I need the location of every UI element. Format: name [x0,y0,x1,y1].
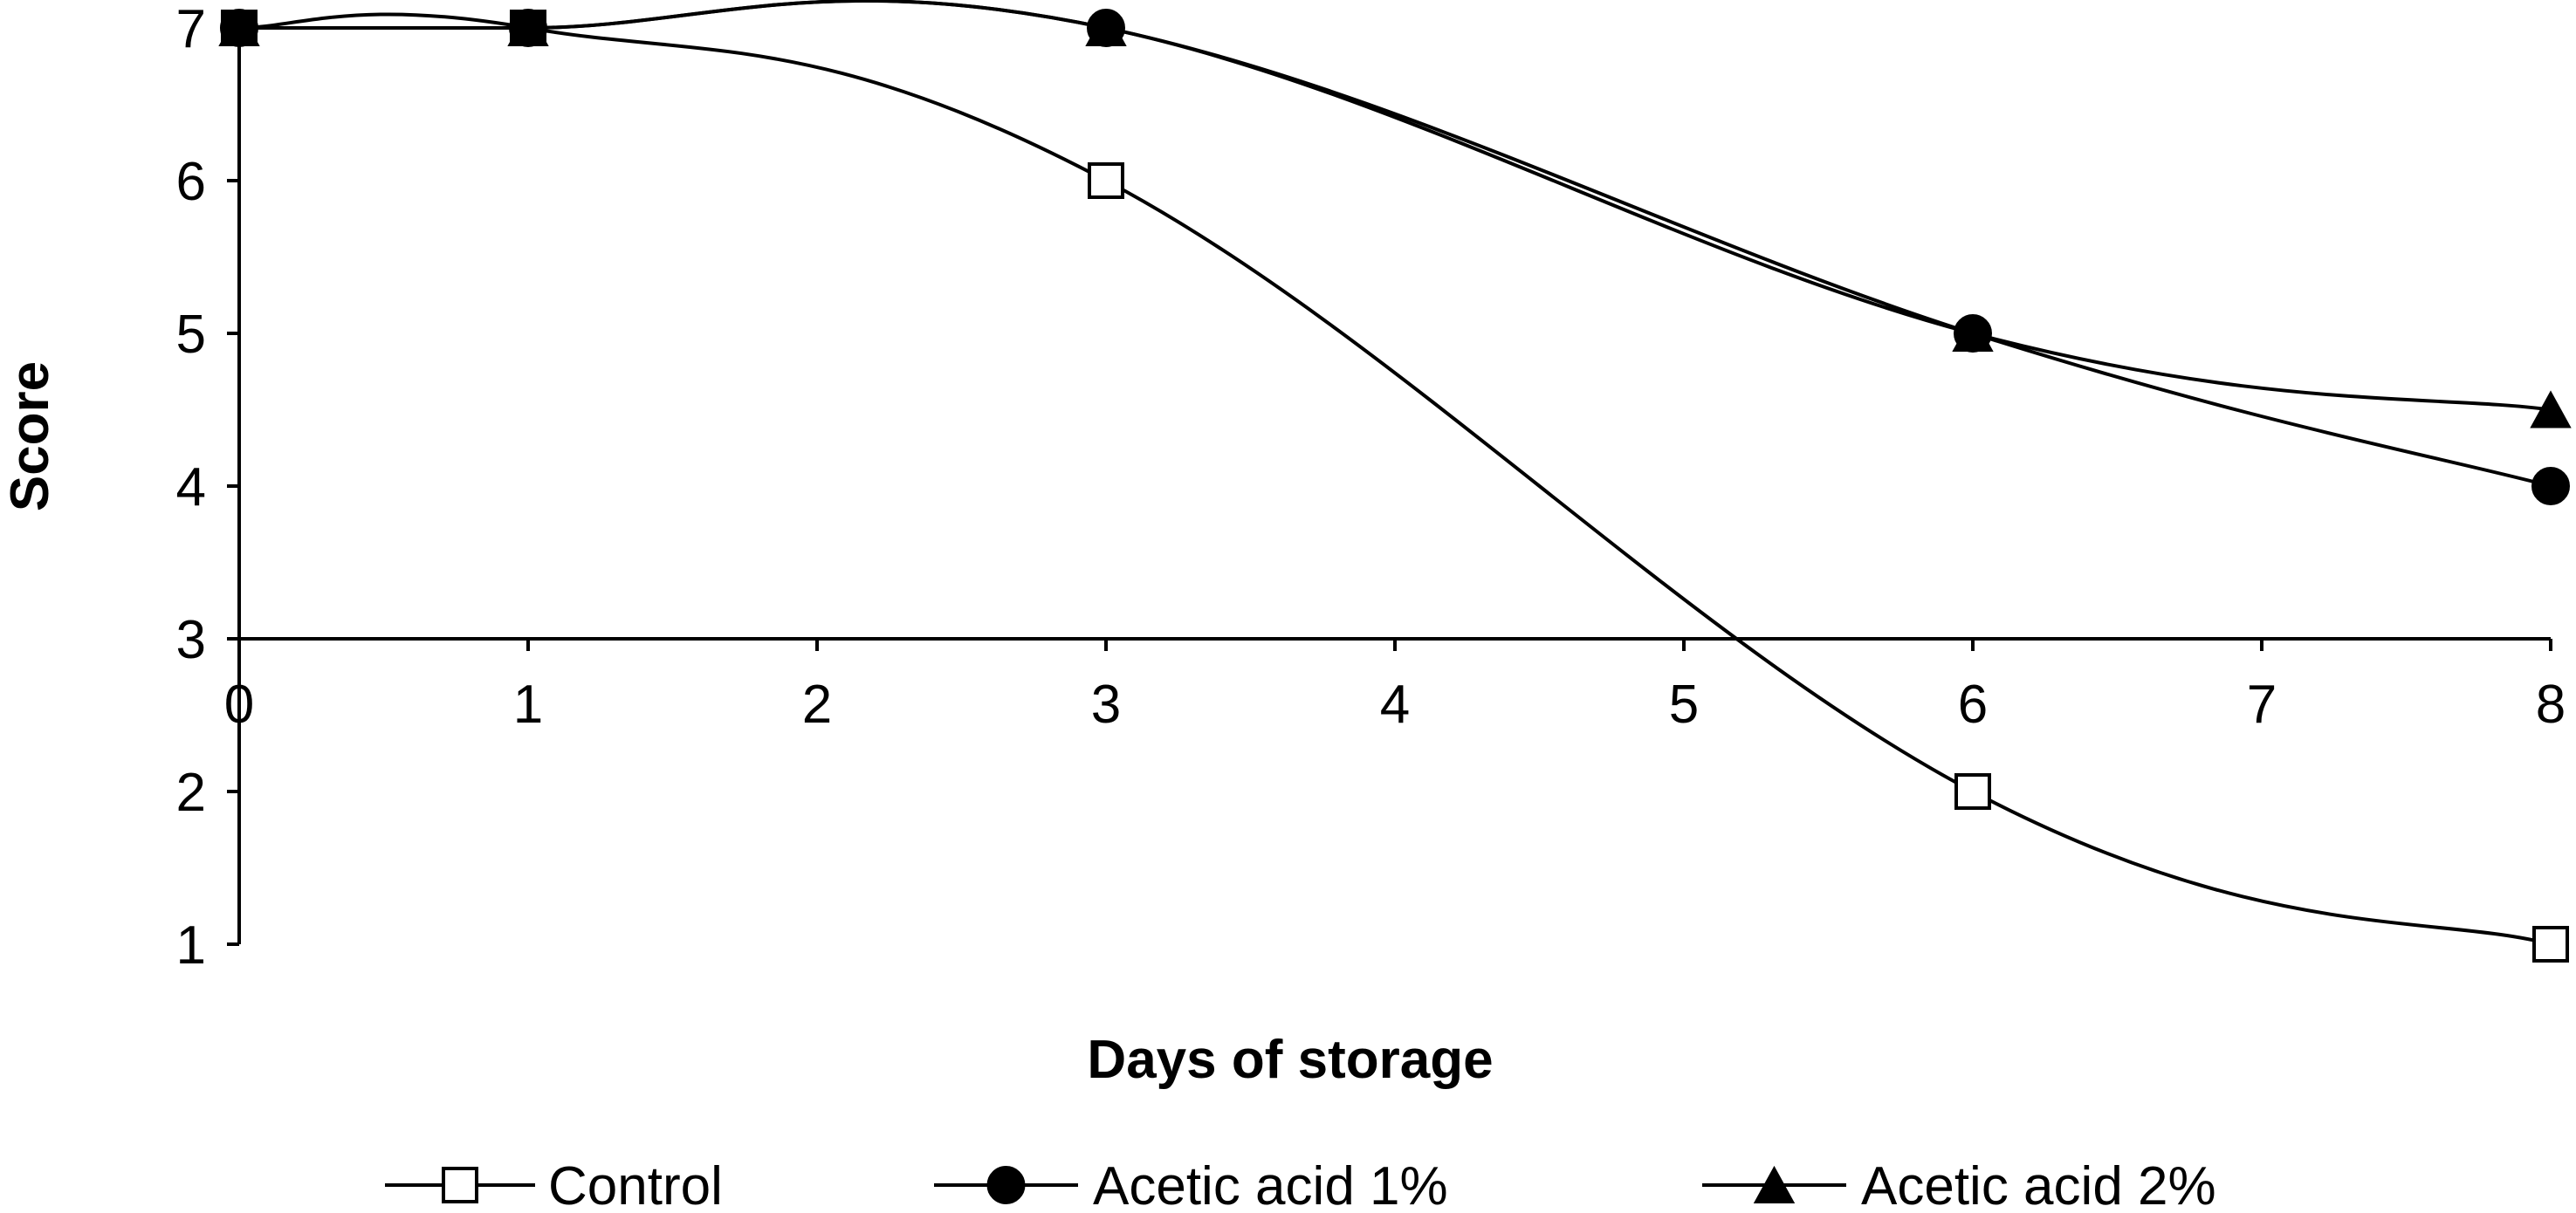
data-point-acetic-acid-1 [1954,314,1992,353]
series-line-control [238,12,2552,946]
y-tick-label: 2 [176,763,206,823]
series-line-acetic-acid-2 [238,0,2552,412]
axes-layer: 1 2 3 4 5 6 7 0 1 2 3 4 5 6 7 8 [176,0,2566,976]
data-point-control [2532,926,2569,963]
legend-marker [442,1167,478,1203]
data-point-overlap [221,10,258,46]
legend-item-acetic-acid-1: Acetic acid 1% [934,1156,1448,1213]
x-tick-label: 6 [1958,675,1988,735]
legend-item-acetic-acid-2: Acetic acid 2% [1702,1156,2216,1213]
x-tick-label: 5 [1669,675,1699,735]
y-axis-title: Score [0,361,60,511]
series-layer [238,0,2552,946]
x-tick-label: 0 [224,675,254,735]
legend-marker [986,1166,1026,1204]
legend-label: Control [548,1156,723,1213]
x-tick-label: 7 [2247,675,2277,735]
data-point-overlap [510,10,546,46]
legend-marker [1753,1165,1796,1203]
legend: Control Acetic acid 1% Acetic acid 2% [385,1156,2216,1213]
y-tick-label: 4 [176,457,206,517]
x-axis-title: Days of storage [1087,1030,1493,1090]
legend-label: Acetic acid 1% [1093,1156,1448,1213]
legend-item-control: Control [385,1156,723,1213]
data-point-acetic-acid-2 [2530,390,2572,428]
x-tick-label: 3 [1091,675,1121,735]
x-tick-label: 4 [1380,675,1410,735]
data-point-acetic-acid-1 [2531,467,2570,505]
x-tick-label: 8 [2536,675,2566,735]
x-tick-label: 2 [802,675,832,735]
data-point-acetic-acid-1 [1087,9,1125,47]
y-tick-label: 5 [176,305,206,365]
marker-layer [218,8,2572,963]
y-tick-label: 6 [176,152,206,212]
x-tick-label: 1 [513,675,543,735]
y-tick-label: 7 [176,0,206,59]
y-tick-label: 3 [176,610,206,670]
series-line-acetic-acid-1 [238,0,2552,488]
legend-label: Acetic acid 2% [1861,1156,2216,1213]
y-tick-label: 1 [176,915,206,976]
data-point-control [1088,162,1124,199]
data-point-control [1954,773,1991,810]
